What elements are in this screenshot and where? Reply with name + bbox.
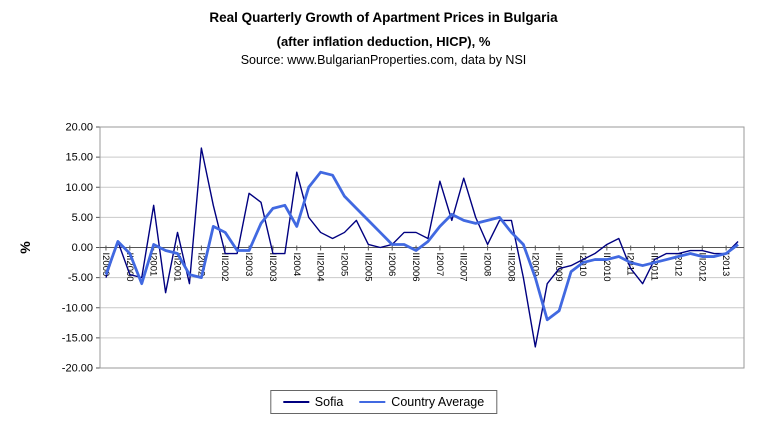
svg-text:-5.00: -5.00 <box>68 272 93 284</box>
legend-item-country-average: Country Average <box>359 395 484 409</box>
svg-text:III2010: III2010 <box>601 253 612 282</box>
country-average-line-swatch <box>359 400 386 404</box>
svg-text:-20.00: -20.00 <box>62 363 93 375</box>
chart-title: Real Quarterly Growth of Apartment Price… <box>209 10 558 25</box>
svg-text:III2002: III2002 <box>219 253 230 282</box>
chart-subtitle: (after inflation deduction, HICP), % <box>276 34 491 49</box>
svg-text:I2013: I2013 <box>720 253 731 277</box>
svg-text:I2006: I2006 <box>386 253 397 277</box>
legend-label-sofia: Sofia <box>314 395 344 409</box>
svg-text:I2009: I2009 <box>529 253 540 277</box>
svg-text:5.00: 5.00 <box>72 212 93 224</box>
svg-text:-10.00: -10.00 <box>62 302 93 314</box>
svg-text:I2011: I2011 <box>625 253 636 276</box>
svg-text:I2005: I2005 <box>338 253 349 277</box>
svg-text:I2012: I2012 <box>672 253 683 277</box>
svg-text:III2004: III2004 <box>315 253 326 282</box>
svg-text:I2000: I2000 <box>100 253 111 277</box>
svg-text:III2006: III2006 <box>410 253 421 282</box>
svg-text:I2004: I2004 <box>291 253 302 277</box>
svg-text:I2001: I2001 <box>148 253 159 277</box>
svg-text:III2012: III2012 <box>696 253 707 282</box>
sofia-line-swatch <box>282 401 309 403</box>
svg-text:III2001: III2001 <box>172 253 183 282</box>
svg-text:III2008: III2008 <box>505 253 516 282</box>
svg-text:III2009: III2009 <box>553 253 564 282</box>
chart-source: Source: www.BulgarianProperties.com, dat… <box>240 53 527 67</box>
svg-text:10.00: 10.00 <box>65 182 93 194</box>
svg-text:I2008: I2008 <box>482 253 493 277</box>
svg-text:15.00: 15.00 <box>65 152 93 164</box>
svg-text:I2003: I2003 <box>243 253 254 277</box>
svg-text:III2007: III2007 <box>458 253 469 282</box>
svg-text:-15.00: -15.00 <box>62 332 93 344</box>
svg-text:III2005: III2005 <box>362 253 373 282</box>
legend-item-sofia: Sofia <box>282 395 344 409</box>
legend-label-country-average: Country Average <box>391 395 485 409</box>
svg-text:20.00: 20.00 <box>65 122 93 134</box>
svg-text:III2003: III2003 <box>267 253 278 282</box>
svg-text:I2002: I2002 <box>195 253 206 277</box>
svg-text:III2011: III2011 <box>649 253 660 281</box>
svg-text:0.00: 0.00 <box>72 242 93 254</box>
svg-text:%: % <box>17 241 33 254</box>
chart-legend: Sofia Country Average <box>269 390 498 414</box>
chart-title-block: Real Quarterly Growth of Apartment Price… <box>0 10 767 67</box>
svg-text:I2007: I2007 <box>434 253 445 277</box>
svg-text:III2000: III2000 <box>124 253 135 282</box>
